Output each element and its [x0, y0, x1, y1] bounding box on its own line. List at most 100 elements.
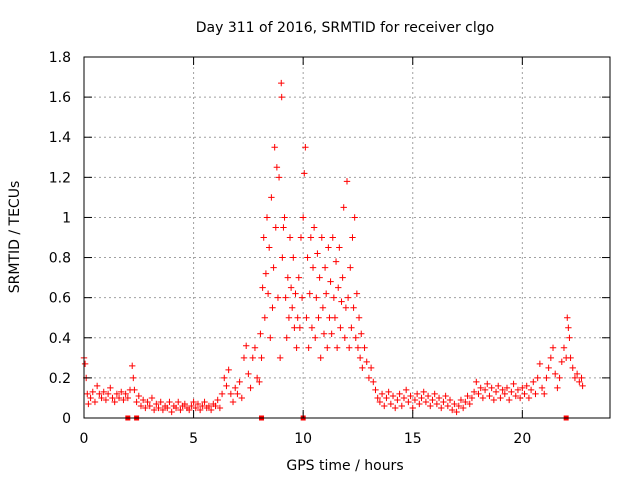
data-point: [431, 390, 438, 398]
data-point: [263, 214, 271, 221]
data-point: [340, 204, 347, 211]
data-point: [521, 390, 528, 398]
data-point: [186, 406, 193, 414]
data-point: [270, 264, 277, 271]
data-point: [359, 364, 366, 372]
data-point: [102, 396, 110, 404]
data-point: [462, 398, 469, 406]
data-point: [394, 396, 401, 404]
data-point: [280, 224, 287, 231]
data-point: [130, 374, 137, 382]
data-point: [453, 408, 460, 416]
data-point: [281, 214, 288, 221]
data-point: [96, 390, 103, 398]
data-point: [338, 298, 345, 305]
data-point: [486, 392, 493, 400]
data-point: [225, 366, 232, 374]
data-point: [157, 398, 164, 406]
data-point: [104, 390, 112, 398]
data-point: [477, 384, 484, 392]
y-tick-label: 1: [62, 210, 71, 226]
data-point: [259, 284, 266, 291]
data-point: [89, 388, 96, 396]
data-point: [91, 398, 99, 406]
data-point: [449, 406, 456, 414]
data-point: [337, 324, 344, 331]
data-point: [201, 398, 208, 406]
data-point: [475, 390, 482, 398]
data-point: [293, 344, 300, 352]
data-point: [429, 396, 436, 404]
data-point: [303, 314, 310, 321]
x-tick-label: 10: [294, 431, 312, 447]
data-point: [576, 378, 583, 386]
data-point: [499, 386, 506, 394]
data-point: [392, 404, 399, 412]
data-point: [309, 264, 317, 271]
data-point: [256, 378, 263, 386]
data-point: [433, 400, 441, 408]
data-point: [287, 284, 295, 291]
data-point: [488, 384, 495, 392]
data-point: [318, 234, 325, 241]
data-point: [420, 388, 427, 396]
data-point: [223, 382, 230, 390]
data-point: [326, 314, 333, 321]
data-point: [159, 406, 167, 414]
y-axis-label: SRMTID / TECUs: [7, 181, 23, 294]
data-point: [150, 406, 158, 414]
data-point: [166, 398, 173, 406]
data-point: [306, 290, 313, 297]
data-point: [554, 384, 561, 392]
data-point: [238, 394, 245, 402]
data-point: [245, 370, 252, 378]
data-point: [232, 384, 239, 392]
data-point: [317, 354, 324, 362]
data-point: [131, 386, 138, 394]
data-point: [327, 278, 334, 285]
data-point: [190, 398, 197, 406]
data-point: [212, 402, 219, 410]
data-point: [271, 144, 278, 151]
data-point: [566, 334, 573, 341]
data-point: [455, 402, 462, 410]
data-point: [543, 374, 550, 382]
data-point: [510, 380, 517, 388]
data-point: [133, 398, 140, 406]
data-point: [320, 330, 328, 337]
data-point: [308, 324, 316, 331]
data-point: [314, 250, 321, 257]
data-point: [451, 400, 458, 408]
data-point: [296, 324, 304, 331]
data-point: [541, 390, 548, 398]
data-point: [495, 382, 502, 390]
data-point: [361, 344, 368, 352]
data-point: [470, 388, 478, 396]
data-point: [332, 258, 340, 265]
data-point: [532, 390, 539, 398]
data-point: [313, 294, 320, 301]
data-point: [490, 396, 498, 404]
data-point: [81, 360, 89, 368]
data-point: [552, 370, 559, 378]
data-point: [297, 234, 305, 241]
data-point: [353, 290, 361, 297]
data-point: [328, 330, 335, 337]
data-point: [315, 314, 322, 321]
x-axis-ticks: 0 5 10 15 20: [80, 57, 531, 447]
data-point: [216, 404, 224, 412]
data-point: [221, 374, 228, 382]
data-point: [240, 354, 248, 362]
data-point: [497, 394, 504, 402]
y-tick-label: 0.8: [49, 251, 71, 267]
data-point: [479, 394, 487, 402]
data-point: [107, 384, 114, 392]
data-point: [181, 400, 189, 408]
data-point: [247, 384, 254, 392]
x-tick-label: 0: [80, 431, 89, 447]
data-point: [129, 362, 136, 370]
data-point: [446, 396, 454, 404]
data-point: [124, 394, 132, 402]
data-point: [400, 394, 408, 402]
data-point: [177, 406, 184, 414]
